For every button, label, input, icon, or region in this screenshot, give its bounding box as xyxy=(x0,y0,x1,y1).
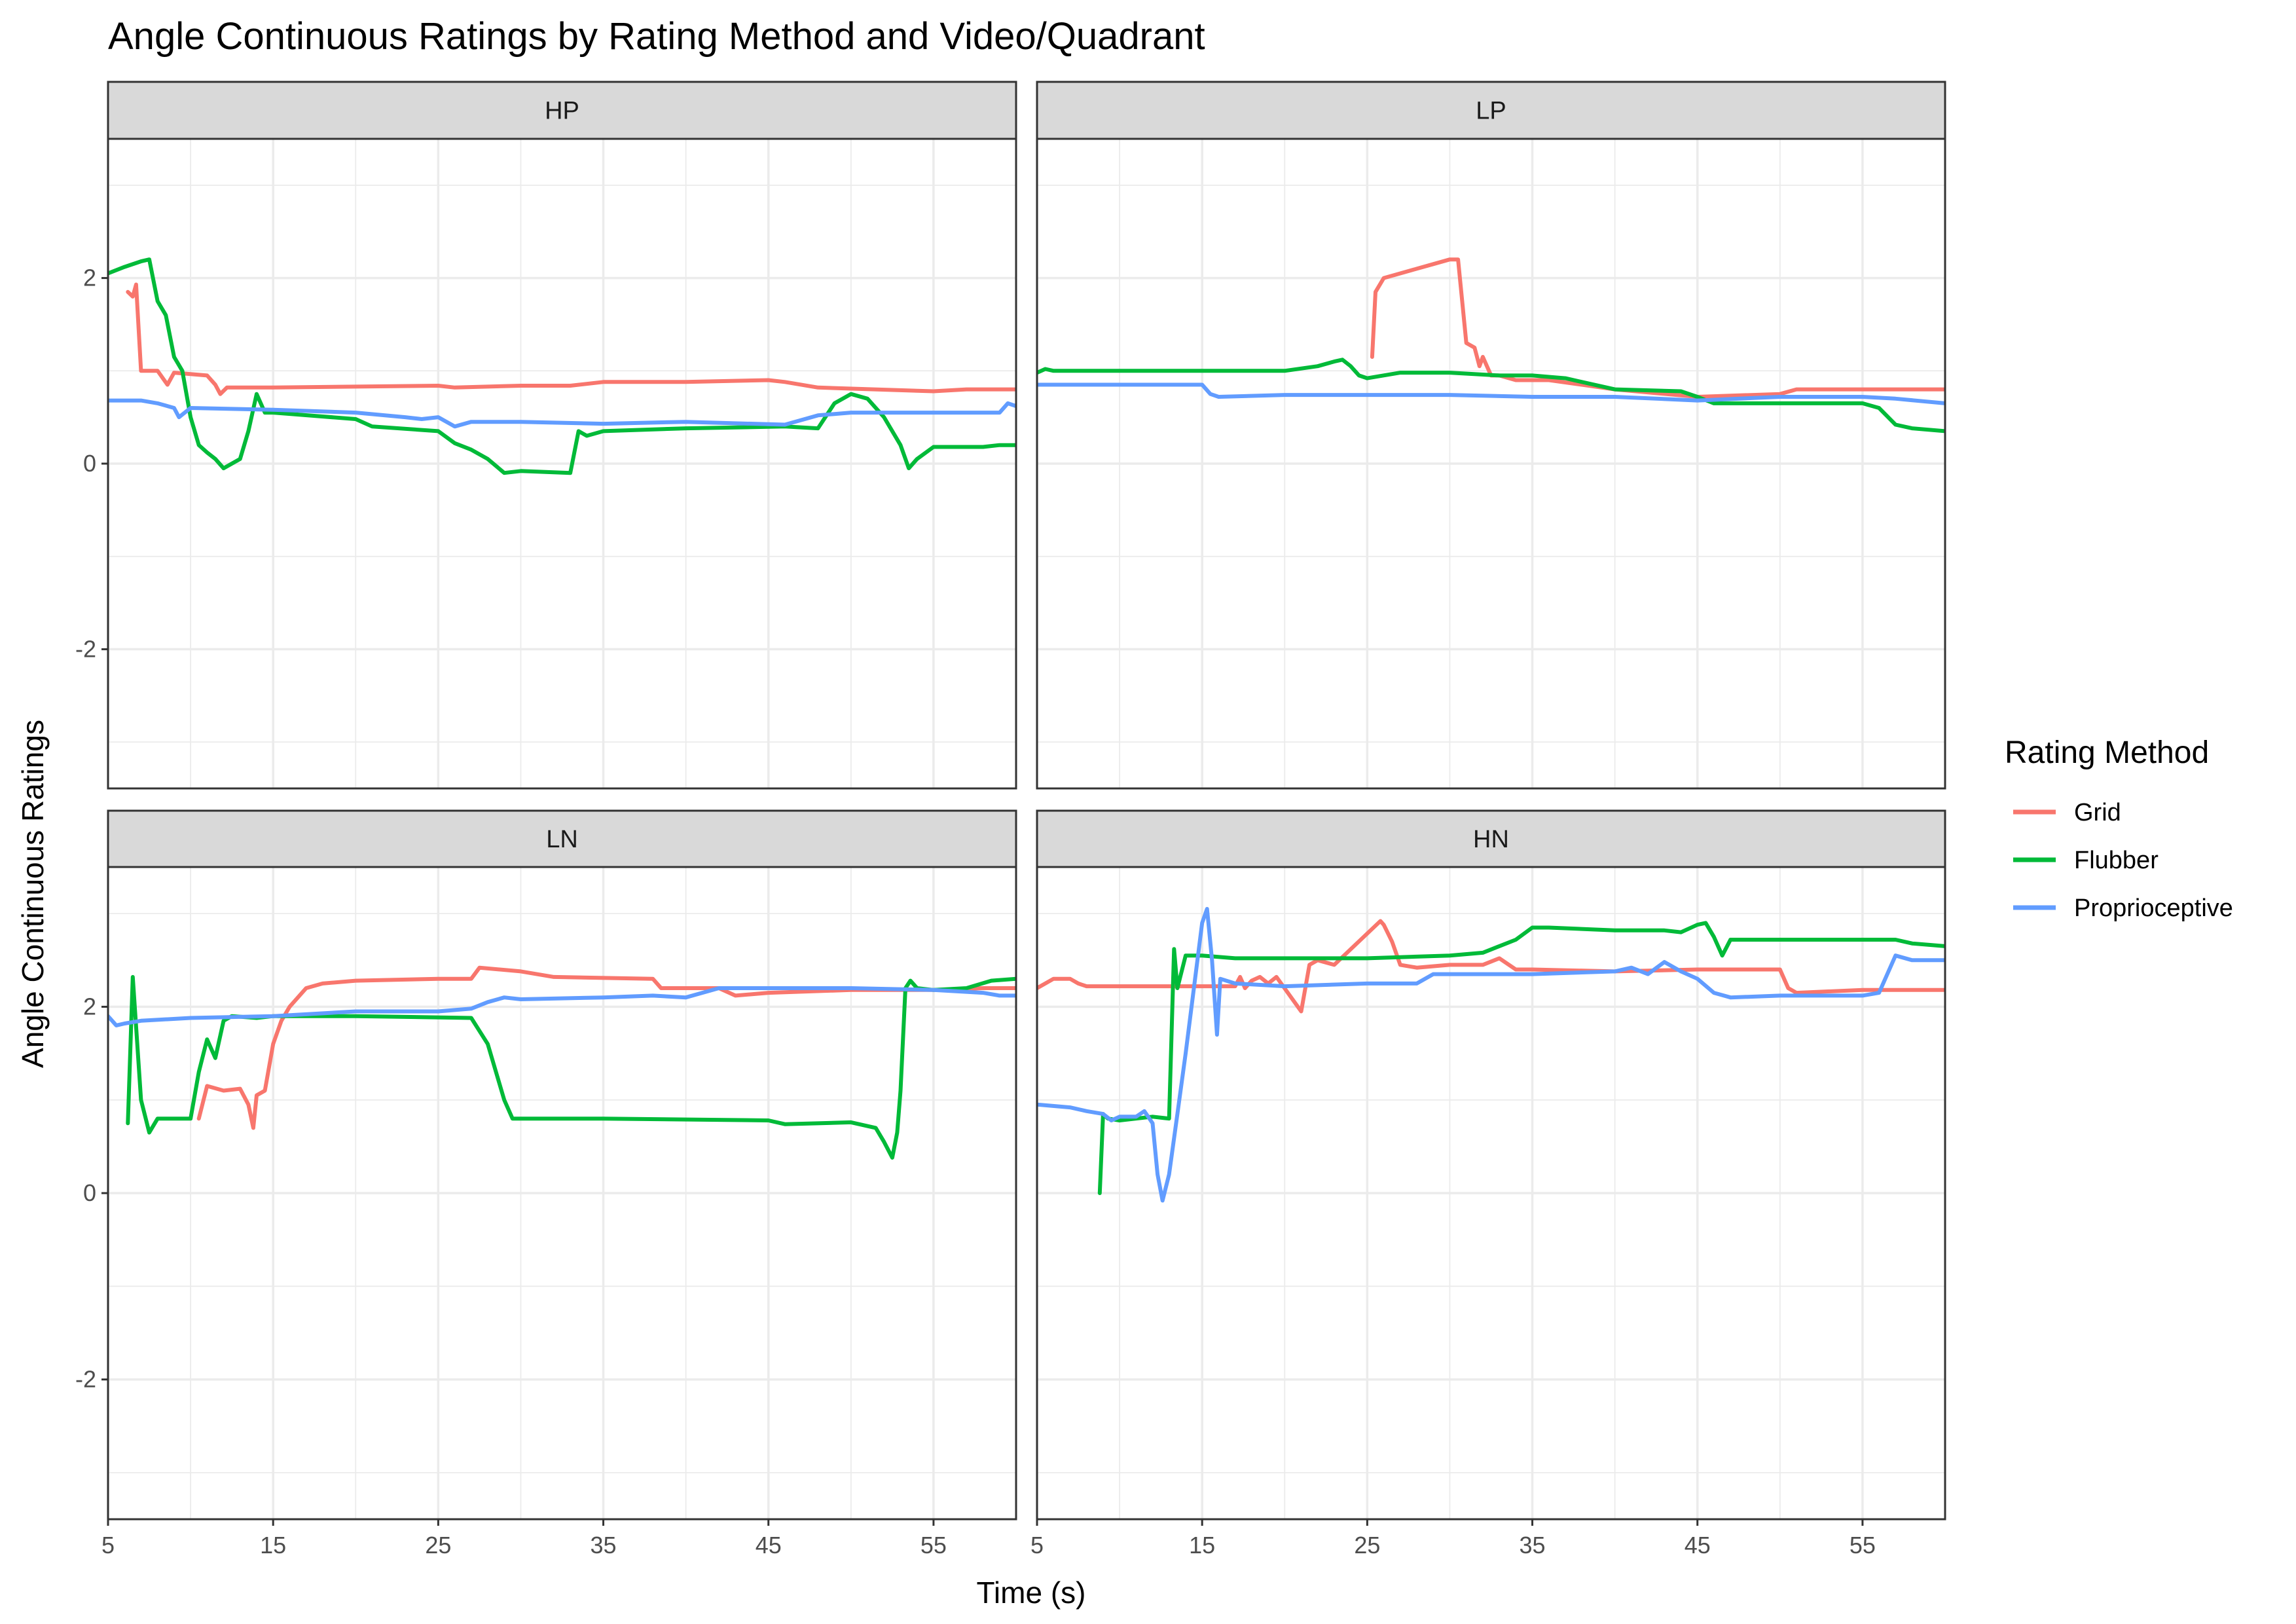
y-axis-title: Angle Continuous Ratings xyxy=(16,720,50,1068)
series-line-flubber xyxy=(1037,358,1945,434)
legend: Rating Method Grid Flubber Proprioceptive xyxy=(2005,735,2233,922)
series-line-flubber xyxy=(126,974,1016,1160)
x-tick-label: 45 xyxy=(756,1532,782,1559)
y-tick-label: 0 xyxy=(83,450,96,477)
series-line-proprioceptive xyxy=(108,398,1016,429)
legend-label: Flubber xyxy=(2074,847,2159,874)
series-line-flubber xyxy=(1097,921,1945,1195)
legend-entry-proprioceptive: Proprioceptive xyxy=(2013,895,2233,922)
x-tick-label: 5 xyxy=(101,1532,115,1559)
facet-strip-label: LN xyxy=(546,826,578,853)
series-line-proprioceptive xyxy=(108,986,1016,1027)
legend-label: Grid xyxy=(2074,799,2121,826)
facet-strip xyxy=(107,81,1017,140)
facet-lp: LP xyxy=(1036,81,1946,790)
x-tick-label: 5 xyxy=(1030,1532,1044,1559)
facet-hp: HP xyxy=(107,81,1017,790)
x-tick-label: 25 xyxy=(1354,1532,1380,1559)
legend-entry-grid: Grid xyxy=(2013,799,2121,826)
series-line-grid xyxy=(126,282,1016,396)
panel-border xyxy=(1036,866,1946,1521)
facet-strip-label: LP xyxy=(1476,98,1506,125)
x-tick-label: 35 xyxy=(1520,1532,1546,1559)
y-axes: -2 0 2 -2 0 2 xyxy=(75,265,108,1393)
panel-border xyxy=(1036,138,1946,790)
facet-panels: HP LP LN HN xyxy=(107,81,1946,1521)
x-tick-label: 55 xyxy=(920,1532,947,1559)
x-axis-title: Time (s) xyxy=(977,1576,1086,1610)
facet-strip xyxy=(1036,809,1946,868)
series-line-proprioceptive xyxy=(1037,907,1945,1203)
y-tick-label: 0 xyxy=(83,1179,96,1206)
series-line-proprioceptive xyxy=(1037,382,1945,405)
y-tick-label: -2 xyxy=(75,635,96,662)
y-tick-label: -2 xyxy=(75,1366,96,1393)
series-line-grid xyxy=(1370,257,1945,399)
x-tick-label: 15 xyxy=(1189,1532,1215,1559)
x-tick-label: 45 xyxy=(1685,1532,1711,1559)
y-tick-label: 2 xyxy=(83,993,96,1020)
facet-strip-label: HP xyxy=(545,98,579,125)
chart-title: Angle Continuous Ratings by Rating Metho… xyxy=(108,15,1205,58)
x-tick-label: 15 xyxy=(260,1532,286,1559)
x-tick-label: 25 xyxy=(425,1532,451,1559)
facet-strip-label: HN xyxy=(1473,826,1509,853)
y-tick-label: 2 xyxy=(83,265,96,291)
legend-label: Proprioceptive xyxy=(2074,895,2233,922)
legend-entry-flubber: Flubber xyxy=(2013,847,2159,874)
facet-hn: HN xyxy=(1036,809,1946,1521)
x-axes: 5 15 25 35 45 55 5 15 25 35 45 55 xyxy=(101,1519,1876,1559)
series-line-grid xyxy=(1037,919,1945,1014)
facet-ln: LN xyxy=(107,809,1017,1521)
x-tick-label: 35 xyxy=(591,1532,617,1559)
x-tick-label: 55 xyxy=(1850,1532,1876,1559)
legend-title: Rating Method xyxy=(2005,735,2209,770)
series-line-grid xyxy=(196,965,1016,1130)
